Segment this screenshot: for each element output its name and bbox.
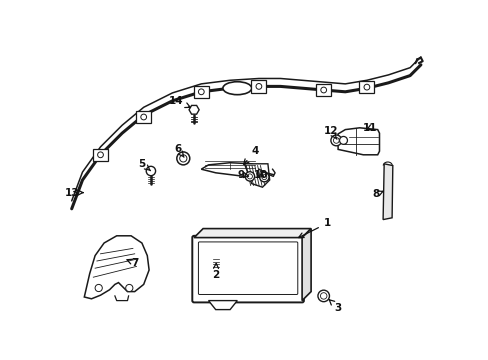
Text: 9: 9 xyxy=(237,170,248,180)
Polygon shape xyxy=(84,236,149,299)
Text: 7: 7 xyxy=(127,258,138,268)
Circle shape xyxy=(339,136,347,144)
FancyBboxPatch shape xyxy=(192,236,303,302)
Text: 11: 11 xyxy=(363,123,377,133)
FancyBboxPatch shape xyxy=(359,81,374,93)
Text: 2: 2 xyxy=(212,264,219,280)
FancyBboxPatch shape xyxy=(251,80,266,93)
Polygon shape xyxy=(382,164,392,220)
Polygon shape xyxy=(208,301,237,310)
Text: 3: 3 xyxy=(328,300,341,313)
Text: 12: 12 xyxy=(323,126,338,139)
Text: 1: 1 xyxy=(298,218,330,238)
Circle shape xyxy=(320,87,326,93)
Polygon shape xyxy=(189,105,199,114)
FancyBboxPatch shape xyxy=(316,84,330,96)
Circle shape xyxy=(259,172,268,182)
Circle shape xyxy=(98,152,103,158)
Circle shape xyxy=(198,89,204,95)
Circle shape xyxy=(247,174,252,179)
Polygon shape xyxy=(302,229,310,301)
FancyBboxPatch shape xyxy=(198,242,297,294)
Text: 5: 5 xyxy=(138,159,150,171)
Circle shape xyxy=(146,166,155,176)
Circle shape xyxy=(256,84,261,89)
Circle shape xyxy=(177,152,189,165)
Text: 14: 14 xyxy=(168,96,190,108)
FancyBboxPatch shape xyxy=(193,86,208,98)
Text: 8: 8 xyxy=(371,189,382,199)
Circle shape xyxy=(125,284,133,292)
Text: 6: 6 xyxy=(174,144,183,157)
Circle shape xyxy=(95,284,102,292)
FancyBboxPatch shape xyxy=(93,149,108,161)
Circle shape xyxy=(141,114,146,120)
Circle shape xyxy=(363,84,369,90)
Circle shape xyxy=(317,290,329,302)
Polygon shape xyxy=(194,229,310,238)
Text: 13: 13 xyxy=(65,188,83,198)
Circle shape xyxy=(179,155,186,162)
Polygon shape xyxy=(337,128,379,155)
Circle shape xyxy=(211,248,220,257)
Ellipse shape xyxy=(223,82,251,95)
FancyBboxPatch shape xyxy=(136,111,151,123)
Circle shape xyxy=(261,175,266,180)
Circle shape xyxy=(333,138,339,143)
Circle shape xyxy=(320,293,326,299)
Circle shape xyxy=(244,172,254,181)
Circle shape xyxy=(330,135,341,146)
Polygon shape xyxy=(244,164,269,187)
Text: 4: 4 xyxy=(243,146,259,164)
Polygon shape xyxy=(201,163,258,176)
Text: 10: 10 xyxy=(253,170,267,180)
